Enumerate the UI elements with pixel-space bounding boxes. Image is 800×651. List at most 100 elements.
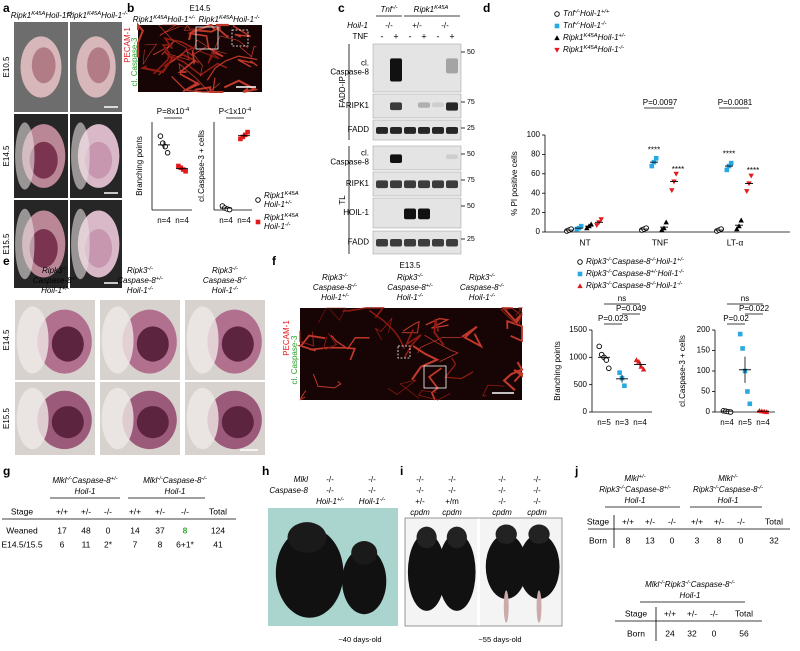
data-point: [748, 173, 754, 179]
n-label: n=4: [219, 216, 233, 225]
panel-label: j: [574, 464, 578, 478]
blot: [372, 145, 462, 171]
band: [390, 180, 402, 189]
specimen: [29, 229, 58, 268]
vessel: [171, 75, 216, 93]
blot-label: FADD: [348, 125, 370, 134]
genotype-base: Caspase-8: [612, 257, 651, 266]
genotype: Ripk3-/-: [127, 266, 153, 276]
genotype-base: Caspase-8: [313, 283, 352, 292]
vessel: [223, 79, 259, 94]
legend-label: Ripk1K45A: [264, 213, 299, 223]
significance-stars: ****: [672, 165, 684, 174]
specimen: [495, 524, 517, 544]
legend-label: Ripk1K45AHoil-1+/-: [563, 33, 626, 43]
y-axis-label: % PI positive cells: [510, 151, 519, 215]
vessel: [444, 357, 474, 380]
genotype-base: Hoil-1: [598, 45, 619, 54]
specimen: [485, 534, 527, 599]
column-header: +/+: [56, 506, 68, 516]
genotype-base: Hoil-1: [45, 11, 66, 20]
vessel: [317, 307, 347, 324]
y-tick-label: 0: [583, 407, 588, 416]
stage-label: E14.5: [2, 329, 11, 350]
genotype-sup: K45A: [583, 45, 597, 51]
specimen: [287, 522, 327, 553]
specimen: [407, 533, 446, 611]
legend-marker: [577, 259, 583, 265]
genotype-base: Tnf: [380, 5, 392, 14]
blot: [372, 197, 462, 229]
data-point: [603, 357, 610, 363]
band: [446, 58, 458, 74]
genotype-sup: -/-: [72, 276, 78, 282]
p-value: P<1x10-4: [219, 107, 252, 117]
specimen: [51, 406, 84, 439]
genotype-sup: -/-: [122, 11, 128, 17]
genotype: Hoil-1+/-: [41, 286, 69, 296]
data-point: [643, 225, 649, 231]
band: [390, 154, 402, 164]
blot-label: RIPK1: [346, 101, 370, 110]
legend-marker: [554, 47, 560, 53]
panel-label: e: [3, 254, 10, 268]
specimen: [85, 141, 113, 179]
data-point: [598, 217, 604, 223]
band: [390, 239, 402, 247]
genotype-sup: -/-: [417, 273, 423, 279]
table-group-subtitle: Hoil-1: [165, 487, 186, 496]
genotype-base: Hoil-1: [233, 15, 254, 24]
vessel: [297, 334, 326, 352]
table-cell: 0: [739, 535, 744, 545]
band: [446, 180, 458, 189]
vessel: [312, 373, 342, 389]
genotype-base: Hoil-1: [41, 286, 62, 295]
band: [376, 180, 388, 189]
n-label: n=4: [633, 418, 647, 427]
band: [390, 102, 402, 111]
vessel: [417, 390, 451, 401]
legend-label: Ripk1K45AHoil-1-/-: [563, 45, 624, 55]
column-header: +/-: [645, 516, 655, 526]
data-point: [242, 132, 248, 138]
blot: [372, 119, 462, 141]
genotype-label: -/-: [498, 486, 506, 495]
column-header: +/+: [691, 516, 703, 526]
x-tick-label: LT-α: [727, 237, 744, 247]
vessel: [330, 334, 370, 350]
legend-label: Hoil-1-/-: [264, 222, 290, 232]
treatment-label: -: [437, 31, 440, 41]
vessel: [137, 22, 144, 58]
genotype-base: Ripk1: [11, 11, 31, 20]
genotype-label: -/-: [385, 21, 393, 30]
vessel: [500, 307, 523, 325]
genotype-sup: K45A: [583, 33, 597, 39]
mw-label: 50: [467, 49, 475, 56]
data-point: [238, 136, 243, 142]
specimen: [221, 326, 254, 362]
panel-label: g: [3, 464, 10, 478]
vessel: [159, 24, 180, 36]
genotype-sup: -/-: [677, 281, 683, 287]
specimen: [31, 47, 56, 84]
genotype-base: Caspase-8: [163, 476, 202, 485]
treatment-label: -: [381, 31, 384, 41]
table-cell: 32: [769, 535, 779, 545]
table-cell: 2*: [104, 539, 113, 549]
significance-stars: ****: [648, 146, 660, 155]
table-group-title: Mlkl-/-Ripk3-/-Caspase-8-/-: [645, 580, 735, 590]
band: [404, 180, 416, 189]
data-point: [663, 219, 669, 225]
data-point: [740, 346, 745, 351]
genotype-base: Hoil-1: [127, 286, 148, 295]
genotype-sup: -/-: [62, 266, 68, 272]
legend-marker: [255, 197, 261, 203]
vessel: [299, 330, 315, 347]
y-tick-label: 20: [531, 208, 540, 217]
genotype-sup: K45A: [434, 5, 448, 11]
vessel: [342, 307, 385, 319]
row-header: Hoil-1: [347, 21, 368, 30]
table-cell: 17: [57, 525, 67, 535]
legend-marker: [554, 11, 560, 17]
genotype: Hoil-1-/-: [397, 293, 423, 303]
